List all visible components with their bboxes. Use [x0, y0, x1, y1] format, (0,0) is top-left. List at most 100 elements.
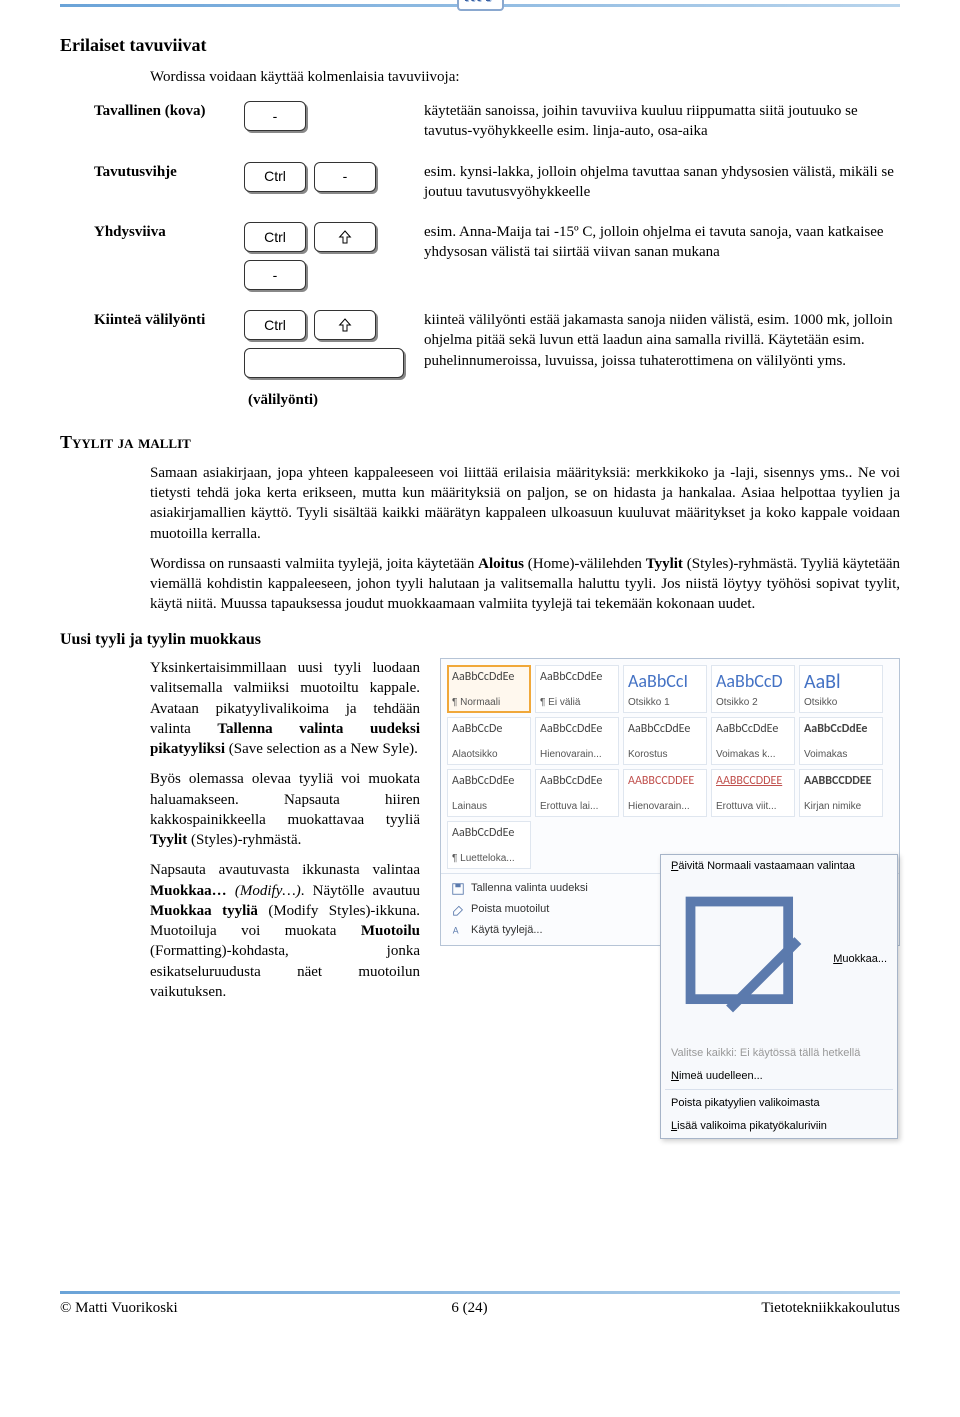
mv-logo: MV [457, 0, 504, 11]
ctx-remove[interactable]: Poista pikatyylien valikoimasta [661, 1092, 897, 1115]
key-dash: - [244, 260, 306, 290]
section3-p1: Yksinkertaisimmillaan uusi tyyli luodaan… [150, 658, 420, 759]
menu-apply-label: Käytä tyylejä... [471, 923, 543, 938]
ctx-update[interactable]: Päivitä Normaali vastaamaan valintaa [661, 855, 897, 878]
row-yhdysviiva: Yhdysviiva Ctrl - esim. Anna-Maija tai -… [94, 222, 900, 290]
section-title-tavuviivat: Erilaiset tavuviivat [60, 33, 900, 57]
style-cell[interactable]: AABBCCDDEE Kirjan nimike [799, 769, 883, 817]
style-sample: AaBbCcDdEe [804, 721, 878, 737]
style-cell[interactable]: AaBbCcDeAlaotsikko [447, 717, 531, 765]
style-label: Korostus [628, 748, 702, 762]
style-cell[interactable]: AaBbCcDdEe Korostus [623, 717, 707, 765]
modify-icon [671, 882, 827, 1038]
style-label: Alaotsikko [452, 748, 526, 762]
style-sample: AaBbCcDdEe [540, 669, 614, 685]
shift-arrow-icon [337, 229, 353, 245]
style-sample: AaBbCcDdEe [540, 721, 614, 737]
key-ctrl: Ctrl [244, 310, 306, 340]
svg-text:A: A [453, 926, 459, 936]
style-sample: AaBbCcDdEe [452, 773, 526, 789]
menu-clear-label: Poista muotoilut [471, 902, 549, 917]
key-space [244, 348, 404, 378]
styles-icon: A [451, 923, 465, 937]
style-sample: AaBl [804, 669, 878, 696]
row-tavallinen: Tavallinen (kova) - käytetään sanoissa, … [94, 101, 900, 142]
style-label: Hienovarain... [628, 800, 702, 814]
desc-kiintea: kiinteä välilyönti estää jakamasta sanoj… [424, 310, 900, 371]
section3-p2: Byös olemassa olevaa tyyliä voi muokata … [150, 769, 420, 850]
style-cell[interactable]: AaBbCcDdEe Voimakas [799, 717, 883, 765]
style-sample: AaBbCcDdEe [628, 721, 702, 737]
ctx-modify[interactable]: Muokkaa... [661, 878, 897, 1042]
row-kiintea: Kiinteä välilyönti Ctrl (välilyönti) kii… [94, 310, 900, 410]
style-label: Lainaus [452, 800, 526, 814]
style-cell[interactable]: AaBlOtsikko [799, 665, 883, 713]
section2-para2: Wordissa on runsaasti valmiita tyylejä, … [150, 554, 900, 615]
style-context-menu: Päivitä Normaali vastaamaan valintaa Muo… [660, 854, 898, 1139]
style-label: Kirjan nimike [804, 800, 878, 814]
desc-tavutusvihje: esim. kynsi-lakka, jolloin ohjelma tavut… [424, 162, 900, 203]
key-shift [314, 310, 376, 340]
label-tavallinen: Tavallinen (kova) [94, 101, 234, 121]
footer-left: © Matti Vuorikoski [60, 1298, 178, 1318]
key-ctrl: Ctrl [244, 162, 306, 192]
style-label: ¶ Normaali [452, 696, 526, 710]
style-label: Otsikko [804, 696, 878, 709]
label-tavutusvihje: Tavutusvihje [94, 162, 234, 182]
style-sample: AaBbCcD [716, 669, 790, 693]
header-logo: MV [0, 0, 960, 17]
style-sample: AaBbCcI [628, 669, 702, 693]
section-title-uusi-tyyli: Uusi tyyli ja tyylin muokkaus [60, 629, 900, 651]
label-kiintea: Kiinteä välilyönti [94, 310, 234, 330]
section-title-tyylit: Tyylit ja mallit [60, 430, 900, 454]
style-sample: AABBCCDDEE [716, 773, 790, 789]
style-label: Hienovarain... [540, 748, 614, 762]
section2-para1: Samaan asiakirjaan, jopa yhteen kappalee… [150, 463, 900, 544]
section3-p3: Napsauta avautuvasta ikkunasta valintaa … [150, 860, 420, 1002]
key-dash: - [314, 162, 376, 192]
style-label: Erottuva viit... [716, 800, 790, 814]
section1-intro: Wordissa voidaan käyttää kolmenlaisia ta… [150, 67, 900, 87]
style-cell[interactable]: AaBbCcDdEe Voimakas k... [711, 717, 795, 765]
save-icon [451, 882, 465, 896]
menu-save-label: Tallenna valinta uudeksi [471, 881, 588, 896]
style-cell[interactable]: AABBCCDDEE Erottuva viit... [711, 769, 795, 817]
style-cell[interactable]: AaBbCcD Otsikko 2 [711, 665, 795, 713]
desc-yhdysviiva: esim. Anna-Maija tai -15º C, jolloin ohj… [424, 222, 900, 263]
style-sample: AaBbCcDdEe [716, 721, 790, 737]
style-cell[interactable]: AaBbCcDdEe ¶ Ei väliä [535, 665, 619, 713]
key-ctrl: Ctrl [244, 222, 306, 252]
style-label: Otsikko 2 [716, 696, 790, 710]
eraser-icon [451, 902, 465, 916]
page-footer: © Matti Vuorikoski 6 (24) Tietotekniikka… [60, 1291, 900, 1342]
style-cell[interactable]: AaBbCcDdEe ¶ Normaali [447, 665, 531, 713]
style-sample: AaBbCcDdEe [452, 669, 526, 685]
row-tavutusvihje: Tavutusvihje Ctrl - esim. kynsi-lakka, j… [94, 162, 900, 203]
key-dash: - [244, 101, 306, 131]
style-sample: AaBbCcDdEe [452, 825, 526, 841]
shift-arrow-icon [337, 317, 353, 333]
style-label: ¶ Ei väliä [540, 696, 614, 710]
space-caption: (välilyönti) [248, 390, 414, 410]
ctx-select-all: Valitse kaikki: Ei käytössä tällä hetkel… [661, 1042, 897, 1065]
style-cell[interactable]: AaBbCcDdEe Lainaus [447, 769, 531, 817]
ctx-add-qat[interactable]: Lisää valikoima pikatyökaluriviin [661, 1115, 897, 1138]
key-shift [314, 222, 376, 252]
style-label: Voimakas k... [716, 748, 790, 762]
style-cell[interactable]: AaBbCcDdEe ¶ Luetteloka... [447, 821, 531, 869]
desc-tavallinen: käytetään sanoissa, joihin tavuviiva kuu… [424, 101, 900, 142]
style-label: ¶ Luetteloka... [452, 852, 526, 866]
style-cell[interactable]: AaBbCcDdEe Erottuva lai... [535, 769, 619, 817]
footer-center: 6 (24) [451, 1298, 487, 1318]
label-yhdysviiva: Yhdysviiva [94, 222, 234, 242]
footer-right: Tietotekniikkakoulutus [761, 1298, 900, 1318]
style-cell[interactable]: AABBCCDDEE Hienovarain... [623, 769, 707, 817]
style-sample: AABBCCDDEE [804, 773, 878, 789]
style-label: Erottuva lai... [540, 800, 614, 814]
ctx-rename[interactable]: Nimeä uudelleen... [661, 1065, 897, 1088]
style-label: Voimakas [804, 748, 878, 762]
style-sample: AABBCCDDEE [628, 773, 702, 789]
style-cell[interactable]: AaBbCcIOtsikko 1 [623, 665, 707, 713]
style-cell[interactable]: AaBbCcDdEe Hienovarain... [535, 717, 619, 765]
style-sample: AaBbCcDdEe [540, 773, 614, 789]
